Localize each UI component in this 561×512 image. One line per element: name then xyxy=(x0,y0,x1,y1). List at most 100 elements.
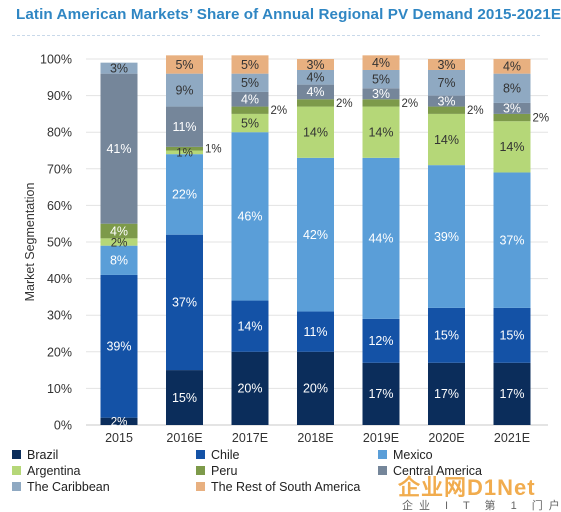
data-label: 5% xyxy=(241,116,259,130)
bar-segment xyxy=(362,157,400,319)
data-label: 2% xyxy=(402,98,419,110)
bar-segment xyxy=(100,62,138,74)
data-label: 2% xyxy=(271,105,288,117)
legend-label: Peru xyxy=(211,464,237,478)
legend-swatch xyxy=(196,450,205,459)
data-label: 9% xyxy=(175,83,193,97)
bar-segment xyxy=(428,106,465,114)
bar-segment xyxy=(428,362,465,425)
data-label: 15% xyxy=(434,329,459,343)
data-label: 2% xyxy=(111,417,128,429)
data-label: 14% xyxy=(303,126,328,140)
data-label: 15% xyxy=(172,391,197,405)
watermark-sub-text: 企业 I T 第 1 门户 xyxy=(402,500,561,512)
data-label: 41% xyxy=(106,142,131,156)
bar-segment xyxy=(428,165,465,308)
bar-segment xyxy=(493,102,531,114)
data-label: 11% xyxy=(172,120,196,134)
x-tick-label: 2017E xyxy=(232,431,268,445)
data-label: 17% xyxy=(368,387,393,401)
data-label: 17% xyxy=(499,387,524,401)
bar-segment xyxy=(100,274,138,418)
bar-segment xyxy=(428,59,465,70)
data-label: 5% xyxy=(241,58,259,72)
y-tick-label: 40% xyxy=(47,272,72,286)
bar-segment xyxy=(297,59,334,70)
y-tick-label: 50% xyxy=(47,236,72,250)
data-label: 8% xyxy=(110,254,128,268)
data-label: 37% xyxy=(499,233,524,247)
bar-segment xyxy=(166,150,203,155)
bar-segment xyxy=(231,106,269,114)
legend-label: The Caribbean xyxy=(27,480,110,494)
bar-segment xyxy=(231,113,269,133)
bar-segment xyxy=(166,234,203,371)
data-label: 5% xyxy=(175,58,193,72)
data-label: 3% xyxy=(306,58,324,72)
bar-segment xyxy=(231,132,269,301)
legend-swatch xyxy=(378,450,387,459)
title-underline xyxy=(12,35,540,36)
data-label: 14% xyxy=(499,140,524,154)
bar-segment xyxy=(231,73,269,92)
bar-segment xyxy=(297,351,334,425)
bar-segment xyxy=(100,417,138,425)
x-tick-label: 2016E xyxy=(166,431,202,445)
y-tick-label: 90% xyxy=(47,89,72,103)
bar-segment xyxy=(231,300,269,352)
legend-label: The Rest of South America xyxy=(211,480,360,494)
bar-segment xyxy=(166,370,203,425)
data-label: 3% xyxy=(437,58,455,72)
legend-swatch xyxy=(378,466,387,475)
data-label: 3% xyxy=(372,87,390,101)
bar-segment xyxy=(231,351,269,425)
bar-segment xyxy=(493,59,531,74)
bar-segment xyxy=(100,238,138,246)
bar-segment xyxy=(362,69,400,89)
bar-segment xyxy=(362,55,400,70)
legend-swatch xyxy=(196,466,205,475)
bar-segment xyxy=(100,223,138,239)
bar-segment xyxy=(362,318,400,363)
bar-segment xyxy=(362,99,400,107)
y-tick-label: 10% xyxy=(47,382,72,396)
bar-segment xyxy=(493,307,531,363)
legend-label: Argentina xyxy=(27,464,81,478)
data-label: 17% xyxy=(434,387,459,401)
y-tick-label: 100% xyxy=(40,53,72,67)
bar-segment xyxy=(493,73,531,103)
data-label: 20% xyxy=(303,382,328,396)
bar-segment xyxy=(493,121,531,173)
data-label: 2% xyxy=(111,237,128,249)
x-tick-label: 2019E xyxy=(363,431,399,445)
data-label: 4% xyxy=(372,56,390,70)
data-label: 39% xyxy=(434,230,459,244)
watermark-logo: 企业网D1Net 企业 I T 第 1 门户 xyxy=(398,470,561,512)
bar-segment xyxy=(428,69,465,96)
bar-segment xyxy=(100,245,138,275)
bar-segment xyxy=(166,55,203,74)
y-axis-label: Market Segmentation xyxy=(23,183,37,302)
legend-swatch xyxy=(12,466,21,475)
data-label: 37% xyxy=(172,296,197,310)
legend-swatch xyxy=(12,482,21,491)
bar-segment xyxy=(297,106,334,158)
data-label: 4% xyxy=(306,71,324,85)
x-tick-label: 2020E xyxy=(428,431,464,445)
data-label: 5% xyxy=(372,72,390,86)
data-label: 11% xyxy=(303,325,327,339)
bar-segment xyxy=(493,172,531,308)
data-label: 2% xyxy=(533,113,550,125)
y-tick-label: 80% xyxy=(47,126,72,140)
data-label: 8% xyxy=(503,82,521,96)
data-label: 4% xyxy=(503,60,521,74)
legend-label: Central America xyxy=(393,464,482,478)
data-label: 12% xyxy=(368,334,393,348)
bar-segment xyxy=(297,84,334,100)
data-label: 2% xyxy=(467,105,484,117)
data-label: 3% xyxy=(437,94,455,108)
legend-label: Brazil xyxy=(27,448,58,462)
bar-segment xyxy=(297,157,334,312)
